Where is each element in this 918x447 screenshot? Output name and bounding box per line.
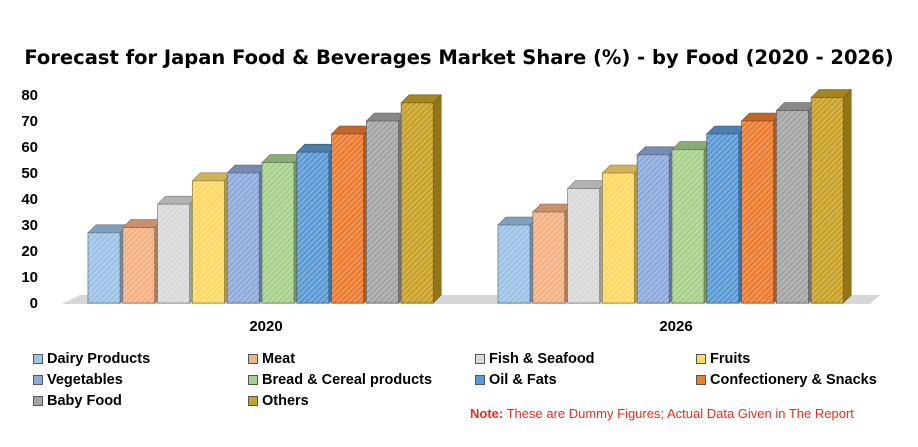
bar-side bbox=[842, 88, 852, 304]
legend-item: Bread & Cereal products bbox=[248, 370, 432, 390]
bar-hatch bbox=[331, 134, 364, 303]
legend-swatch bbox=[475, 354, 485, 364]
y-tick-label: 50 bbox=[21, 165, 38, 182]
legend-label: Bread & Cereal products bbox=[262, 372, 433, 388]
bar bbox=[296, 143, 338, 304]
bar-hatch bbox=[811, 97, 844, 303]
legend-swatch bbox=[33, 396, 43, 406]
bar-hatch bbox=[706, 134, 739, 303]
note-label: Note: bbox=[470, 406, 504, 421]
legend-label: Meat bbox=[262, 351, 296, 367]
bar bbox=[365, 112, 408, 304]
bar-chart: 0 10 20 30 40 50 60 70 80 2020 2026 bbox=[21, 87, 880, 335]
bar-side bbox=[432, 94, 442, 304]
legend-item: Others bbox=[248, 391, 309, 411]
legend: Dairy Products Meat Fish & Seafood Fruits Ve… bbox=[33, 349, 913, 413]
y-tick-label: 40 bbox=[21, 191, 38, 208]
y-tick-label: 70 bbox=[21, 113, 38, 130]
legend-item: Fruits bbox=[696, 349, 750, 369]
legend-swatch bbox=[33, 354, 43, 364]
legend-swatch bbox=[248, 396, 258, 406]
bar-hatch bbox=[296, 152, 329, 303]
y-tick-label: 10 bbox=[21, 269, 38, 286]
y-axis: 0 10 20 30 40 50 60 70 80 bbox=[21, 87, 38, 312]
legend-swatch bbox=[33, 375, 43, 385]
legend-item: Fish & Seafood bbox=[475, 349, 595, 369]
legend-label: Fruits bbox=[710, 351, 751, 367]
bar-hatch bbox=[262, 162, 294, 303]
legend-swatch bbox=[248, 354, 258, 364]
y-tick-label: 60 bbox=[21, 139, 38, 156]
y-tick-label: 80 bbox=[21, 87, 38, 104]
bar bbox=[330, 125, 373, 304]
bar-hatch bbox=[776, 110, 809, 303]
legend-label: Vegetables bbox=[47, 372, 123, 388]
bar-hatch bbox=[157, 204, 190, 303]
bar bbox=[87, 224, 129, 304]
note-text: These are Dummy Figures; Actual Data Giv… bbox=[503, 406, 854, 421]
legend-item: Confectionery & Snacks bbox=[696, 370, 877, 390]
legend-swatch bbox=[696, 354, 706, 364]
bar-hatch bbox=[567, 188, 600, 303]
bar bbox=[532, 203, 574, 304]
bar-hatch bbox=[401, 102, 434, 303]
bar bbox=[122, 218, 164, 304]
legend-label: Baby Food bbox=[47, 393, 122, 409]
legend-item: Vegetables bbox=[33, 370, 123, 390]
chart-title: Forecast for Japan Food & Beverages Mark… bbox=[24, 46, 894, 69]
x-axis: 2020 2026 bbox=[249, 318, 692, 335]
x-category-label: 2020 bbox=[249, 318, 282, 335]
bar bbox=[740, 112, 783, 304]
legend-item: Oil & Fats bbox=[475, 370, 557, 390]
bar-hatch bbox=[88, 232, 120, 303]
y-tick-label: 0 bbox=[30, 295, 38, 312]
legend-swatch bbox=[696, 375, 706, 385]
bar-hatch bbox=[672, 149, 704, 303]
bar bbox=[671, 140, 713, 304]
bar-hatch bbox=[498, 225, 530, 303]
bar bbox=[706, 125, 748, 304]
y-tick-label: 30 bbox=[21, 217, 38, 234]
legend-item: Dairy Products bbox=[33, 349, 150, 369]
legend-label: Confectionery & Snacks bbox=[710, 372, 877, 388]
bar bbox=[261, 153, 303, 304]
bars bbox=[87, 88, 852, 304]
bar-hatch bbox=[637, 154, 670, 303]
legend-label: Dairy Products bbox=[47, 351, 151, 367]
bar-hatch bbox=[227, 173, 260, 303]
bar bbox=[810, 88, 852, 304]
bar-hatch bbox=[366, 121, 399, 303]
bar bbox=[636, 146, 678, 304]
legend-label: Fish & Seafood bbox=[489, 351, 595, 367]
bar bbox=[400, 94, 442, 304]
x-category-label: 2026 bbox=[659, 318, 692, 335]
bar bbox=[775, 101, 818, 304]
bar-hatch bbox=[122, 227, 155, 303]
bar bbox=[566, 179, 609, 304]
legend-item: Meat bbox=[248, 349, 295, 369]
legend-label: Others bbox=[262, 393, 309, 409]
bar-hatch bbox=[602, 173, 635, 303]
legend-item: Baby Food bbox=[33, 391, 122, 411]
note: Note: These are Dummy Figures; Actual Da… bbox=[470, 406, 854, 421]
bar bbox=[156, 195, 199, 304]
legend-swatch bbox=[475, 375, 485, 385]
bar bbox=[601, 164, 644, 304]
legend-swatch bbox=[248, 375, 258, 385]
bar bbox=[497, 216, 539, 304]
legend-label: Oil & Fats bbox=[489, 372, 557, 388]
bar bbox=[226, 164, 268, 304]
y-tick-label: 20 bbox=[21, 243, 38, 260]
bar-hatch bbox=[741, 121, 774, 303]
bar-hatch bbox=[192, 180, 225, 303]
bar bbox=[191, 172, 234, 304]
bar-hatch bbox=[532, 212, 565, 303]
